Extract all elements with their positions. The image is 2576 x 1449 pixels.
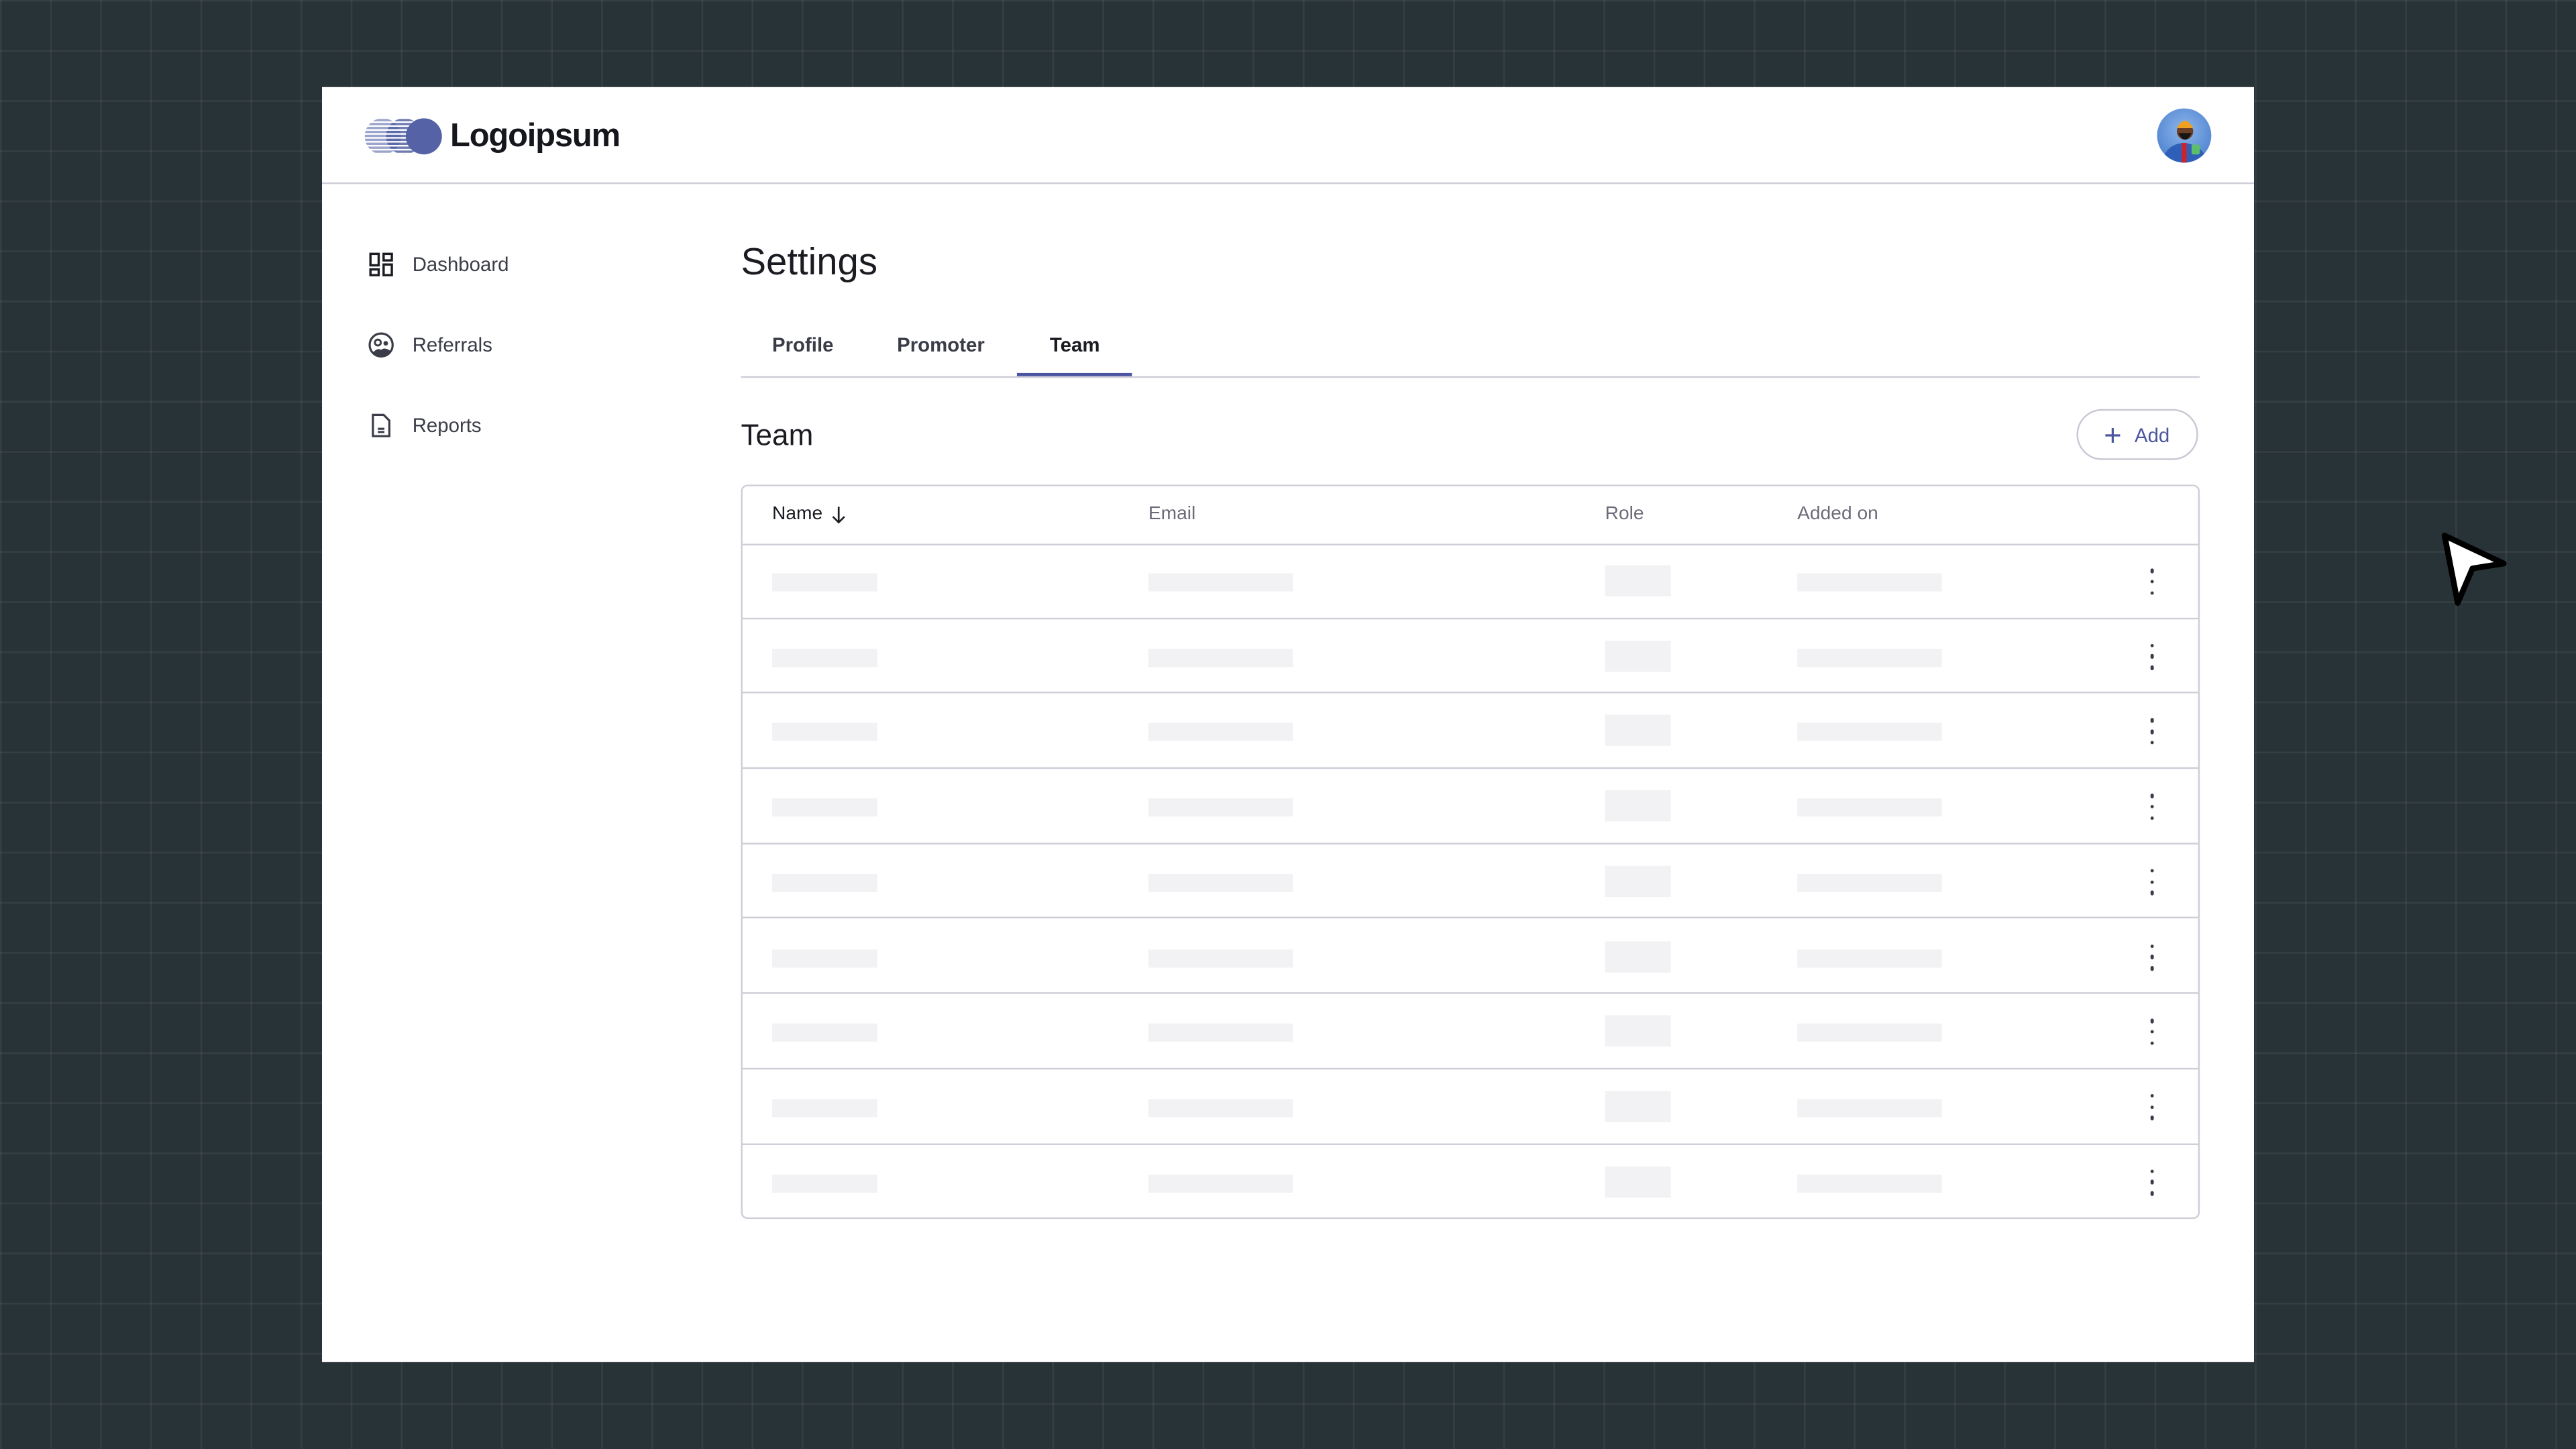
email-skeleton bbox=[1148, 949, 1293, 967]
sort-down-arrow-icon bbox=[831, 506, 845, 523]
row-menu-icon[interactable] bbox=[2145, 568, 2159, 595]
role-skeleton bbox=[1605, 1165, 1671, 1197]
name-skeleton bbox=[772, 1099, 877, 1118]
added-on-skeleton bbox=[1797, 798, 1942, 817]
sidebar-item-referrals[interactable]: Referrals bbox=[368, 332, 492, 358]
added-on-skeleton bbox=[1797, 573, 1942, 592]
added-on-skeleton bbox=[1797, 873, 1942, 892]
sidebar-item-reports[interactable]: Reports bbox=[368, 413, 482, 439]
role-skeleton bbox=[1605, 640, 1671, 672]
app-window: Logoipsum Dashboard Referrals Reports Se… bbox=[322, 87, 2507, 1362]
name-skeleton bbox=[772, 798, 877, 817]
document-icon bbox=[372, 413, 391, 437]
role-skeleton bbox=[1605, 1015, 1671, 1047]
sidebar-item-label: Referrals bbox=[412, 333, 492, 357]
email-skeleton bbox=[1148, 873, 1293, 892]
referrals-icon bbox=[368, 332, 394, 358]
added-on-skeleton bbox=[1797, 723, 1942, 742]
added-on-skeleton bbox=[1797, 1174, 1942, 1192]
email-skeleton bbox=[1148, 1024, 1293, 1042]
team-table: Name Email Role Added on bbox=[741, 484, 2200, 1220]
sidebar-item-label: Reports bbox=[412, 414, 482, 437]
added-on-skeleton bbox=[1797, 1024, 1942, 1042]
email-skeleton bbox=[1148, 1099, 1293, 1118]
table-row[interactable] bbox=[742, 1069, 2198, 1144]
row-menu-icon[interactable] bbox=[2145, 794, 2159, 820]
table-row[interactable] bbox=[742, 919, 2198, 995]
sidebar-item-dashboard[interactable]: Dashboard bbox=[368, 252, 509, 278]
role-skeleton bbox=[1605, 1090, 1671, 1122]
table-row[interactable] bbox=[742, 619, 2198, 694]
tab-promoter[interactable]: Promoter bbox=[897, 333, 985, 357]
table-row[interactable] bbox=[742, 544, 2198, 619]
row-menu-icon[interactable] bbox=[2145, 869, 2159, 896]
added-on-skeleton bbox=[1797, 949, 1942, 967]
name-skeleton bbox=[772, 873, 877, 892]
table-header: Name Email Role Added on bbox=[742, 486, 2198, 546]
column-header-role[interactable]: Role bbox=[1605, 504, 1644, 525]
table-row[interactable] bbox=[742, 844, 2198, 920]
email-skeleton bbox=[1148, 648, 1293, 667]
settings-tabs: Profile Promoter Team bbox=[741, 327, 2200, 378]
user-avatar[interactable] bbox=[2157, 108, 2212, 163]
logo-mark-icon bbox=[364, 118, 442, 155]
email-skeleton bbox=[1148, 1174, 1293, 1192]
column-header-added-on[interactable]: Added on bbox=[1797, 504, 1878, 525]
dashboard-icon bbox=[369, 252, 393, 276]
top-bar: Logoipsum bbox=[322, 87, 2255, 184]
row-menu-icon[interactable] bbox=[2145, 943, 2159, 971]
email-skeleton bbox=[1148, 573, 1293, 592]
name-skeleton bbox=[772, 648, 877, 667]
role-skeleton bbox=[1605, 865, 1671, 897]
row-menu-icon[interactable] bbox=[2145, 718, 2159, 745]
page-title: Settings bbox=[741, 239, 878, 283]
table-row[interactable] bbox=[742, 769, 2198, 845]
logo[interactable]: Logoipsum bbox=[364, 115, 621, 158]
name-skeleton bbox=[772, 723, 877, 742]
table-row[interactable] bbox=[743, 1144, 2198, 1220]
row-menu-icon[interactable] bbox=[2145, 643, 2159, 670]
avatar-illustration-icon bbox=[2161, 121, 2208, 163]
sidebar-item-label: Dashboard bbox=[412, 253, 509, 276]
row-menu-icon[interactable] bbox=[2145, 1093, 2159, 1120]
row-menu-icon[interactable] bbox=[2145, 1018, 2159, 1046]
email-skeleton bbox=[1148, 723, 1293, 742]
active-tab-indicator bbox=[1016, 372, 1132, 376]
section-title: Team bbox=[741, 419, 814, 452]
mouse-pointer-icon bbox=[2441, 533, 2507, 606]
table-row[interactable] bbox=[742, 994, 2198, 1069]
role-skeleton bbox=[1605, 941, 1671, 972]
row-menu-icon[interactable] bbox=[2145, 1169, 2159, 1195]
column-header-email[interactable]: Email bbox=[1148, 504, 1196, 525]
role-skeleton bbox=[1605, 790, 1671, 822]
add-label: Add bbox=[2134, 423, 2170, 446]
tab-profile[interactable]: Profile bbox=[772, 333, 834, 357]
email-skeleton bbox=[1148, 798, 1293, 817]
tab-team[interactable]: Team bbox=[1049, 333, 1100, 357]
logo-text: Logoipsum bbox=[450, 117, 621, 154]
role-skeleton bbox=[1605, 565, 1671, 596]
name-skeleton bbox=[772, 1174, 877, 1192]
role-skeleton bbox=[1605, 715, 1671, 747]
name-skeleton bbox=[772, 949, 877, 967]
name-skeleton bbox=[772, 1024, 877, 1042]
plus-icon bbox=[2106, 427, 2121, 442]
table-row[interactable] bbox=[742, 694, 2198, 769]
added-on-skeleton bbox=[1797, 1099, 1942, 1118]
column-header-name[interactable]: Name bbox=[772, 504, 845, 524]
add-member-button[interactable]: Add bbox=[2076, 409, 2198, 460]
column-label: Name bbox=[772, 504, 823, 525]
name-skeleton bbox=[772, 573, 877, 592]
added-on-skeleton bbox=[1797, 648, 1942, 667]
